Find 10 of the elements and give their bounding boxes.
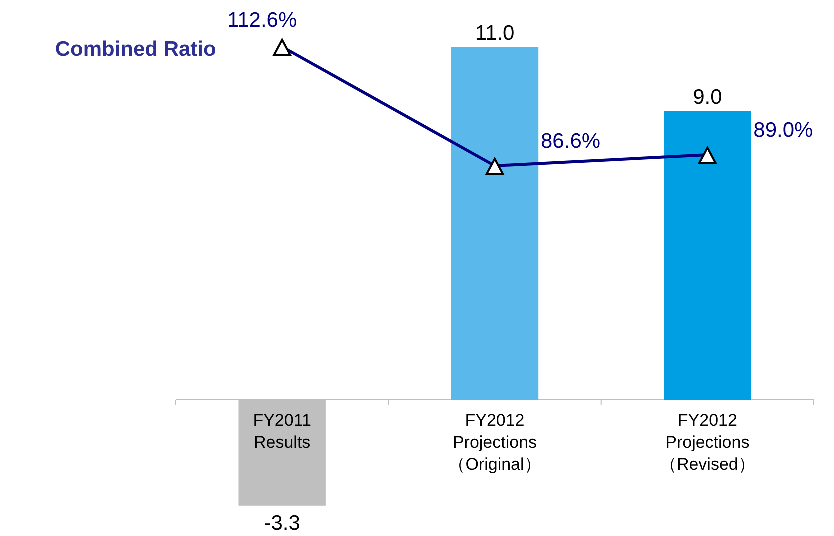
x-tick-label: FY2012 Projections （Original） [448, 411, 542, 474]
data-label: 112.6% [227, 9, 298, 32]
data-label: 9.0 [693, 86, 722, 110]
data-label: 89.0% [754, 119, 814, 142]
data-label: 11.0 [475, 22, 515, 45]
data-label: 86.6% [541, 130, 601, 153]
data-label: -3.3 [264, 512, 300, 535]
x-tick-label: FY2011 Results [253, 411, 312, 452]
text: Combined Ratio [55, 38, 216, 61]
x-tick-label: FY2012 Projections （Revised） [660, 411, 756, 474]
